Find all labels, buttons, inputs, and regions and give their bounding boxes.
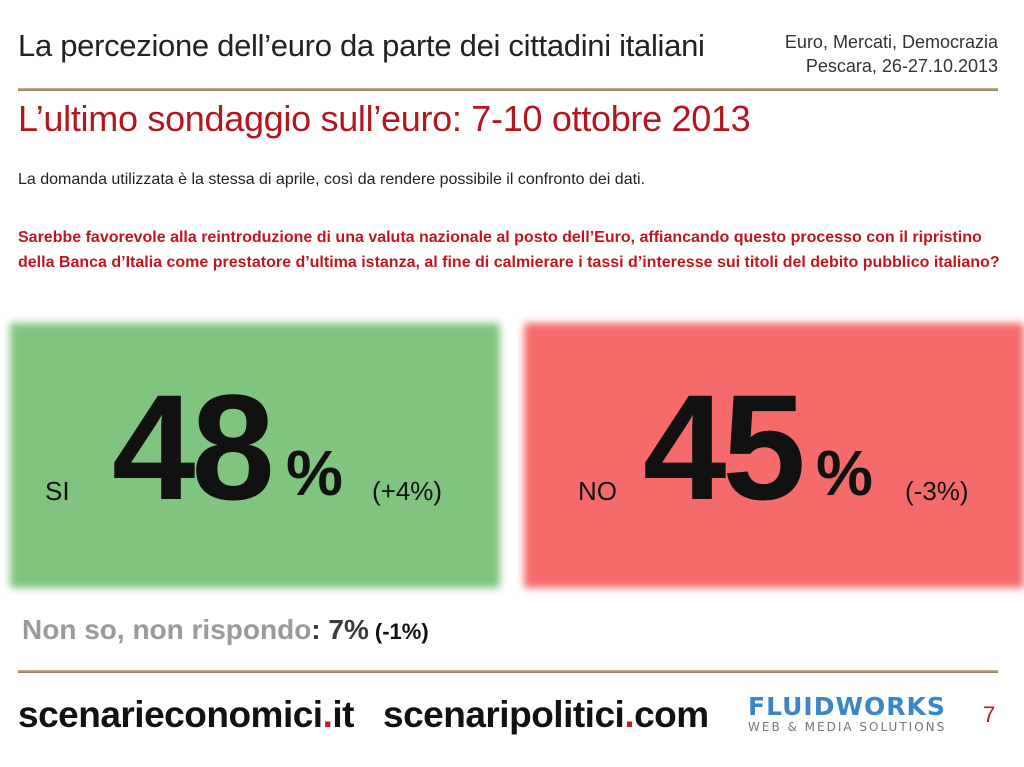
fluidworks-logo: FLUIDWORKS WEB & MEDIA SOLUTIONS <box>748 694 948 738</box>
dont-know-value: 7% <box>328 614 369 645</box>
dont-know-label: Non so, non rispondo <box>22 614 312 645</box>
slide-subtitle: L’ultimo sondaggio sull’euro: 7-10 ottob… <box>18 98 751 139</box>
footer-divider <box>18 670 998 673</box>
no-percent-sign: % <box>816 437 873 509</box>
dont-know-result: Non so, non rispondo: 7% (-1%) <box>22 614 429 646</box>
no-label: NO <box>578 476 617 506</box>
site1-tld: it <box>332 694 354 735</box>
yes-value: 48 <box>112 363 275 531</box>
no-panel <box>524 323 1024 588</box>
site-link-scenaripolitici[interactable]: scenaripolitici.com <box>383 694 709 736</box>
yes-label: SI <box>45 476 70 506</box>
yes-panel <box>10 323 500 588</box>
site2-dot: . <box>624 694 635 735</box>
site-link-scenarieconomici[interactable]: scenarieconomici.it <box>18 694 354 736</box>
no-delta: (-3%) <box>905 476 969 506</box>
header-divider <box>18 88 998 91</box>
intro-text: La domanda utilizzata è la stessa di apr… <box>18 171 646 188</box>
logo-wordmark: FLUIDWORKS <box>748 692 946 721</box>
event-info: Euro, Mercati, Democrazia Pescara, 26-27… <box>785 30 998 78</box>
no-value: 45 <box>643 363 806 531</box>
dont-know-delta: (-1%) <box>374 619 429 644</box>
site2-name: scenaripolitici <box>383 694 625 735</box>
survey-question: Sarebbe favorevole alla reintroduzione d… <box>18 229 1000 271</box>
site2-tld: com <box>634 694 709 735</box>
site1-dot: . <box>322 694 333 735</box>
yes-delta: (+4%) <box>372 476 443 506</box>
event-place-date: Pescara, 26-27.10.2013 <box>805 56 998 76</box>
logo-tagline: WEB & MEDIA SOLUTIONS <box>748 720 947 734</box>
site1-name: scenarieconomici <box>18 694 323 735</box>
page-number: 7 <box>983 702 996 727</box>
dont-know-colon: : <box>311 614 321 645</box>
yes-percent-sign: % <box>286 437 343 509</box>
event-name: Euro, Mercati, Democrazia <box>784 32 998 52</box>
page-title: La percezione dell’euro da parte dei cit… <box>18 28 705 63</box>
